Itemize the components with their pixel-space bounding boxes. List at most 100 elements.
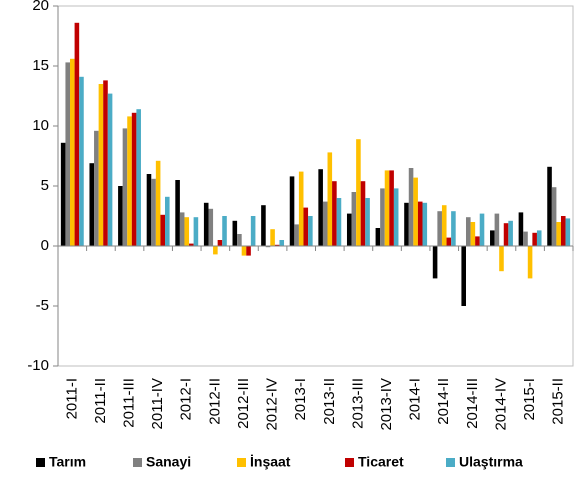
bar	[494, 213, 500, 246]
legend-swatch	[36, 458, 45, 467]
legend-label: Tarım	[49, 454, 86, 470]
x-tick-label: 2014-III	[464, 378, 481, 429]
x-tick-label: 2011-I	[63, 378, 80, 419]
bar	[470, 222, 476, 246]
bar	[189, 243, 194, 246]
bar	[417, 201, 423, 246]
bar	[308, 216, 313, 246]
bar	[556, 222, 561, 246]
x-tick-label: 2015-II	[550, 378, 567, 425]
bar	[217, 240, 223, 246]
x-tick-label: 2012-I	[178, 378, 195, 421]
bar	[146, 174, 152, 246]
x-tick-label: 2013-II	[321, 378, 338, 425]
x-tick-label: 2015-I	[521, 378, 538, 421]
bar	[475, 236, 480, 246]
y-tick-label: -10	[27, 357, 49, 374]
bar	[437, 211, 442, 246]
y-tick-label: 10	[32, 117, 49, 134]
bar	[289, 176, 295, 246]
bar	[74, 22, 80, 246]
bar	[222, 216, 227, 246]
bar	[136, 109, 141, 246]
bar	[94, 130, 99, 246]
legend-swatch	[237, 458, 246, 467]
bar	[551, 187, 557, 246]
bar	[499, 246, 504, 272]
bar	[322, 201, 328, 246]
bar	[441, 205, 447, 246]
y-tick-label: 15	[32, 57, 49, 74]
bar	[408, 168, 414, 246]
bar	[479, 213, 485, 246]
bar	[265, 246, 271, 248]
bar	[380, 188, 385, 246]
y-tick-label: 0	[41, 237, 49, 254]
bar	[461, 246, 466, 306]
bar	[103, 80, 108, 247]
bar	[389, 170, 394, 246]
bar	[565, 218, 571, 246]
bar	[332, 181, 337, 246]
legend-swatch	[446, 458, 455, 467]
bar	[336, 198, 342, 246]
bar	[241, 246, 247, 256]
bar	[203, 202, 209, 246]
bar	[294, 224, 299, 246]
bar	[413, 177, 418, 246]
legend-label: Ticaret	[358, 454, 404, 470]
bar	[127, 116, 132, 247]
x-tick-label: 2014-I	[407, 378, 424, 421]
bar	[508, 220, 513, 246]
bar	[547, 166, 552, 246]
bar	[98, 84, 104, 246]
bar	[151, 178, 156, 246]
bar	[384, 170, 390, 246]
bar	[131, 112, 137, 246]
bar	[175, 180, 180, 246]
bar	[503, 223, 509, 246]
legend-swatch	[345, 458, 354, 467]
y-tick-label: 20	[32, 0, 49, 14]
legend-label: Ulaştırma	[459, 454, 523, 470]
bar	[261, 205, 266, 246]
bar	[208, 208, 214, 246]
x-tick-label: 2012-II	[206, 378, 223, 425]
bar	[490, 230, 495, 246]
bar	[232, 220, 238, 246]
bar	[560, 216, 566, 246]
bar	[451, 211, 456, 246]
x-tick-label: 2014-IV	[492, 378, 509, 431]
bar	[165, 196, 170, 246]
legend-swatch	[133, 458, 142, 467]
bar	[250, 216, 256, 246]
bar	[375, 228, 381, 246]
x-tick-label: 2012-IV	[264, 378, 281, 431]
bar	[89, 163, 95, 246]
legend-label: İnşaat	[250, 454, 291, 470]
bar	[155, 160, 161, 246]
bar	[298, 171, 304, 246]
bar	[422, 202, 428, 246]
x-tick-label: 2011-IV	[149, 378, 166, 429]
x-tick-label: 2013-III	[349, 378, 366, 429]
bar	[365, 198, 370, 246]
bar	[279, 240, 285, 246]
y-tick-label: 5	[41, 177, 49, 194]
bar	[79, 76, 84, 246]
bar	[160, 214, 166, 246]
bar	[346, 213, 352, 246]
bar	[465, 217, 471, 246]
bar	[65, 62, 71, 247]
x-tick-label: 2013-I	[292, 378, 309, 421]
bar	[193, 217, 199, 246]
legend-label: Sanayi	[146, 454, 191, 470]
bar	[107, 93, 113, 246]
x-tick-label: 2013-IV	[378, 378, 395, 431]
bar	[518, 212, 524, 246]
x-tick-label: 2012-III	[235, 378, 252, 429]
x-tick-label: 2011-II	[92, 378, 109, 424]
bar	[118, 186, 123, 246]
bar	[70, 58, 75, 246]
